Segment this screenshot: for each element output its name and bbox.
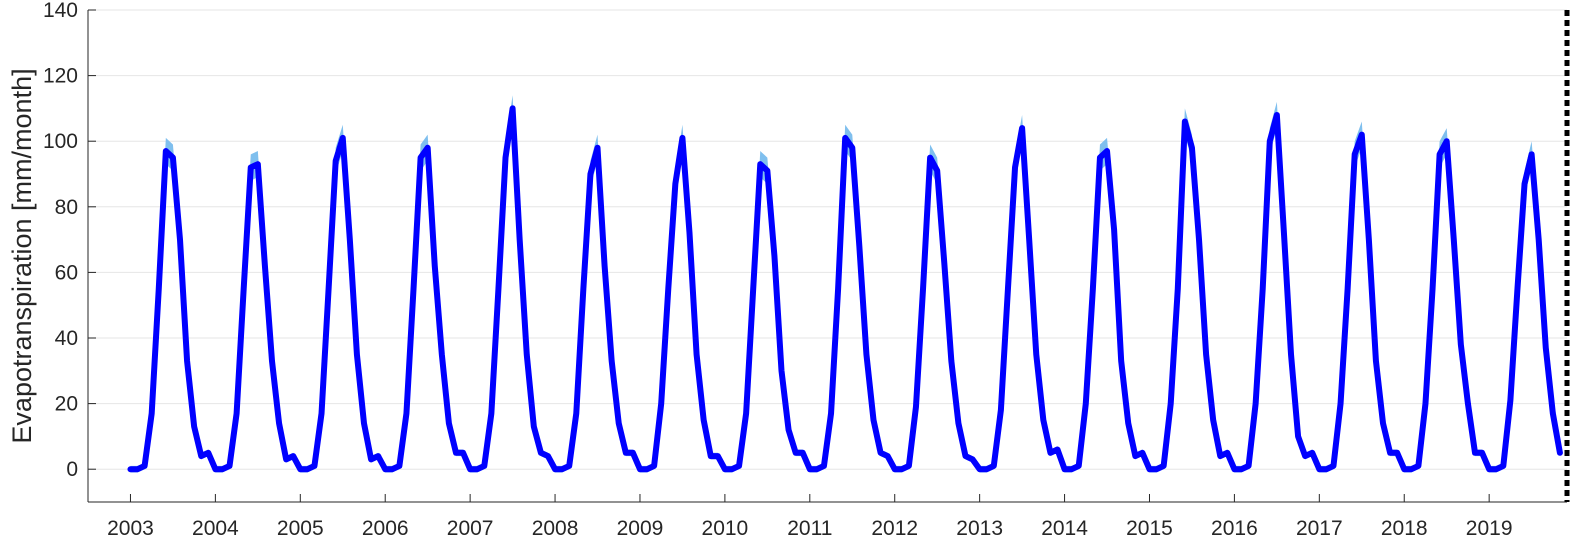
x-tick-label-2016: 2016	[1211, 517, 1258, 540]
x-tick-label-2004: 2004	[192, 517, 239, 540]
x-tick-label-2013: 2013	[956, 517, 1003, 540]
x-tick-label-2005: 2005	[277, 517, 324, 540]
y-tick-label-100: 100	[43, 130, 78, 153]
x-tick-label-2019: 2019	[1466, 517, 1513, 540]
x-tick-label-2017: 2017	[1296, 517, 1343, 540]
x-tick-label-2014: 2014	[1041, 517, 1088, 540]
y-tick-label-80: 80	[55, 196, 78, 219]
x-tick-label-2010: 2010	[702, 517, 749, 540]
y-tick-label-140: 140	[43, 0, 78, 22]
x-tick-label-2006: 2006	[362, 517, 409, 540]
x-tick-label-2012: 2012	[871, 517, 918, 540]
axes	[87, 9, 1570, 503]
x-tick-label-2011: 2011	[787, 517, 832, 540]
x-tick-label-2015: 2015	[1126, 517, 1173, 540]
y-tick-label-120: 120	[43, 65, 78, 88]
y-axis-label: Evapotranspiration [mm/month]	[7, 68, 37, 443]
series-line	[127, 105, 1563, 473]
series-line-group	[127, 105, 1563, 473]
x-tick-label-2007: 2007	[447, 517, 494, 540]
gridlines	[88, 9, 1567, 470]
tick-labels: 0 20 40 60 80 100 120 140 2003 2004 2005 2006 2007 20…	[43, 0, 1513, 540]
x-tick-label-2009: 2009	[617, 517, 664, 540]
x-tick-label-2008: 2008	[532, 517, 579, 540]
x-tick-label-2003: 2003	[107, 517, 154, 540]
x-tick-label-2018: 2018	[1381, 517, 1428, 540]
y-tick-label-0: 0	[66, 458, 78, 481]
y-tick-label-20: 20	[55, 393, 78, 416]
y-tick-label-60: 60	[55, 261, 78, 284]
y-tick-label-40: 40	[55, 327, 78, 350]
